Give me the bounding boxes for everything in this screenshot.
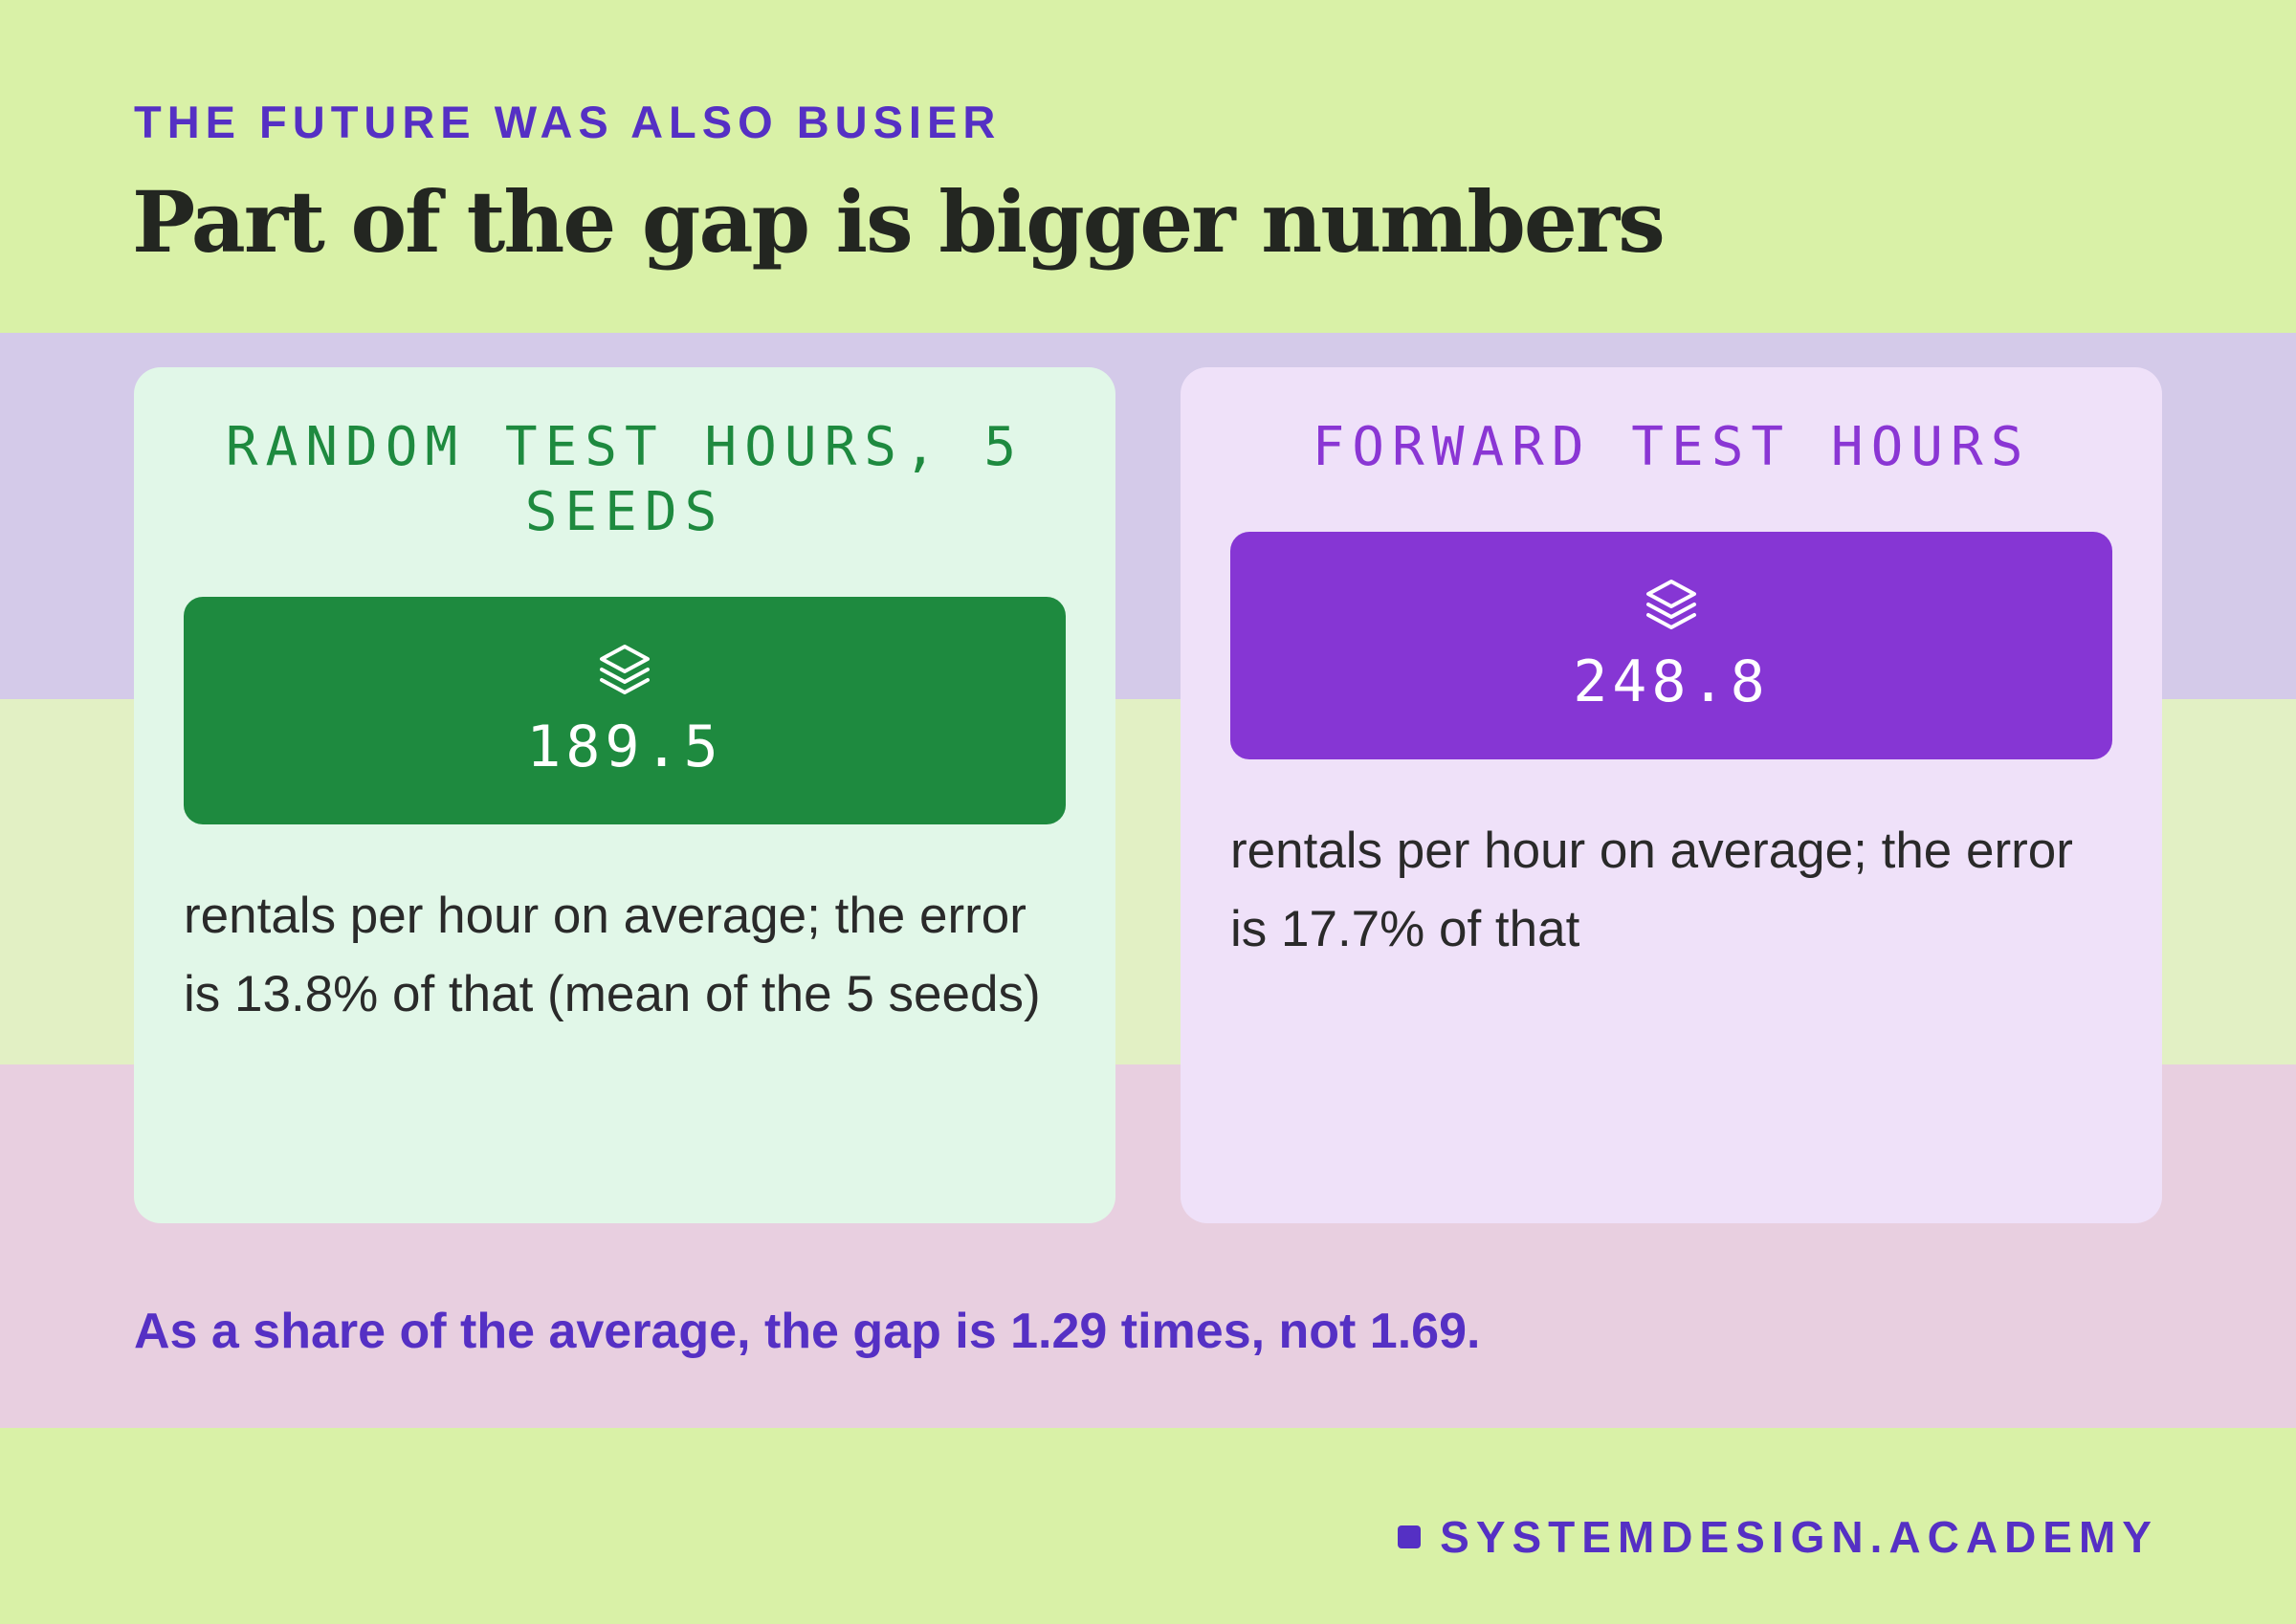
average-value: 248.8 [1573,648,1770,715]
brand-footer: SYSTEMDESIGN.ACADEMY [1398,1511,2158,1563]
average-value: 189.5 [526,713,723,780]
forward-test-card: FORWARD TEST HOURS 248.8 rentals per hou… [1181,367,2162,1223]
layers-icon [1646,580,1696,629]
random-test-card: RANDOM TEST HOURS, 5 SEEDS 189.5 rentals… [134,367,1115,1223]
card-description: rentals per hour on average; the error i… [184,888,1041,1022]
card-description: rentals per hour on average; the error i… [1230,823,2073,957]
summary-note: As a share of the average, the gap is 1.… [134,1304,1481,1359]
value-box: 189.5 [184,597,1066,824]
value-box: 248.8 [1230,532,2112,759]
card-heading: RANDOM TEST HOURS, 5 SEEDS [225,416,1025,543]
layers-icon [600,645,650,694]
brand-square-icon [1398,1525,1422,1548]
brand-label: SYSTEMDESIGN.ACADEMY [1440,1512,2158,1562]
card-heading: FORWARD TEST HOURS [1312,416,2031,478]
page-title: Part of the gap is bigger numbers [132,172,1666,272]
eyebrow-label: THE FUTURE WAS ALSO BUSIER [134,97,1002,147]
